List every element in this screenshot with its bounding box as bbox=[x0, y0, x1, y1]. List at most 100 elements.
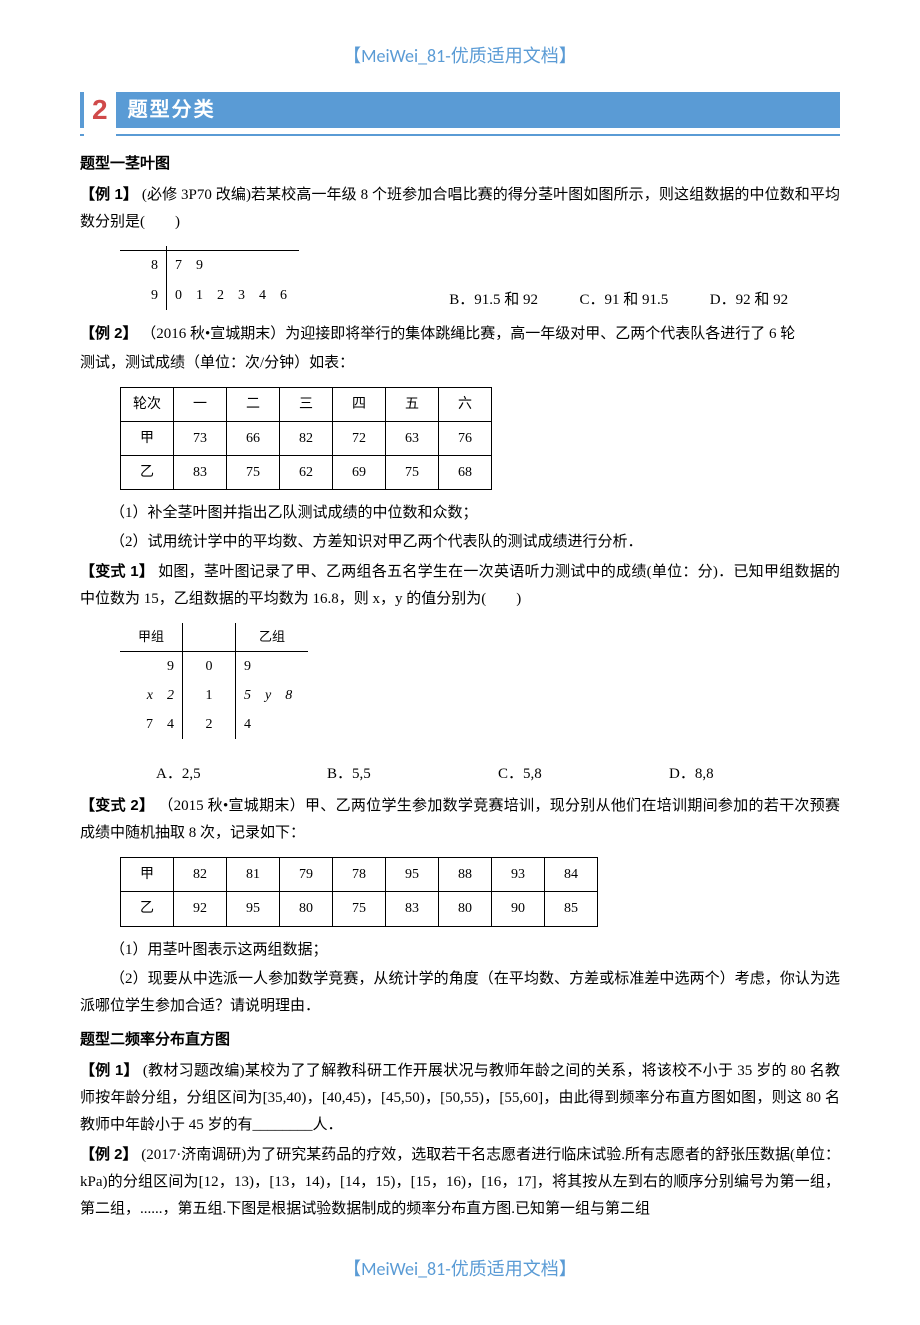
v2r0c2: 81 bbox=[227, 858, 280, 892]
th-5: 五 bbox=[386, 387, 439, 421]
var2-table: 甲 82 81 79 78 95 88 93 84 乙 92 95 80 75 … bbox=[120, 857, 598, 926]
ex1-stemleaf: 87 9 90 1 2 3 4 6 bbox=[120, 246, 299, 309]
var2-body: （2015 秋•宣城期末）甲、乙两位学生参加数学竞赛培训，现分别从他们在培训期间… bbox=[80, 798, 840, 841]
r0c3: 82 bbox=[280, 421, 333, 455]
hdr-left: 甲组 bbox=[120, 623, 183, 651]
header-brand: 【MeiWei_81-优质适用文档】 bbox=[80, 40, 840, 72]
r1c2: 75 bbox=[227, 456, 280, 490]
ex2-q1: （1）补全茎叶图并指出乙队测试成绩的中位数和众数； bbox=[80, 500, 840, 527]
v1-l1: x 2 bbox=[120, 681, 183, 710]
ex1-opt-c: C．91 和 91.5 bbox=[580, 287, 710, 314]
v2r0c5: 95 bbox=[386, 858, 439, 892]
v1-r1: 5 y 8 bbox=[236, 681, 309, 710]
ex1-options: A．91.5 和 91.5 B．91.5 和 92 C．91 和 91.5 D．… bbox=[319, 287, 840, 314]
footer-brand: 【MeiWei_81-优质适用文档】 bbox=[80, 1253, 840, 1285]
th-0: 轮次 bbox=[121, 387, 174, 421]
v1-r2: 4 bbox=[236, 710, 309, 739]
v2r1c3: 80 bbox=[280, 892, 333, 926]
stem-8: 8 bbox=[120, 251, 167, 281]
var1-opt-c: C．5,8 bbox=[498, 761, 669, 788]
banner-underline bbox=[80, 134, 840, 136]
r0c6: 76 bbox=[439, 421, 492, 455]
th-1: 一 bbox=[174, 387, 227, 421]
ex2-tag: 【例 2】 bbox=[80, 325, 138, 342]
t2-ex2-tag: 【例 2】 bbox=[80, 1146, 138, 1163]
topic2-title: 题型二频率分布直方图 bbox=[80, 1026, 840, 1053]
v1-s2: 2 bbox=[183, 710, 236, 739]
ex1-stem-row: 87 9 90 1 2 3 4 6 A．91.5 和 91.5 B．91.5 和… bbox=[80, 238, 840, 317]
t2-ex2-body: (2017·济南调研)为了研究某药品的疗效，选取若干名志愿者进行临床试验.所有志… bbox=[80, 1147, 840, 1217]
v1-l2: 7 4 bbox=[120, 710, 183, 739]
r0c2: 66 bbox=[227, 421, 280, 455]
v2r1c2: 95 bbox=[227, 892, 280, 926]
var2-q2: （2）现要从中选派一人参加数学竞赛，从统计学的角度（在平均数、方差或标准差中选两… bbox=[80, 966, 840, 1020]
ex2-q2: （2）试用统计学中的平均数、方差知识对甲乙两个代表队的测试成绩进行分析． bbox=[80, 529, 840, 556]
th-4: 四 bbox=[333, 387, 386, 421]
ex2-table: 轮次 一 二 三 四 五 六 甲 73 66 82 72 63 76 乙 83 … bbox=[120, 387, 492, 491]
var2-q1: （1）用茎叶图表示这两组数据； bbox=[80, 937, 840, 964]
th-3: 三 bbox=[280, 387, 333, 421]
v1-s0: 0 bbox=[183, 651, 236, 681]
var1-text: 【变式 1】 如图，茎叶图记录了甲、乙两组各五名学生在一次英语听力测试中的成绩(… bbox=[80, 558, 840, 613]
r1c0: 乙 bbox=[121, 456, 174, 490]
var1-stemleaf: 甲组 乙组 9 0 9 x 2 1 5 y 8 7 4 2 4 bbox=[120, 623, 308, 739]
v2r1c5: 83 bbox=[386, 892, 439, 926]
ex1-text: 【例 1】 (必修 3P70 改编)若某校高一年级 8 个班参加合唱比赛的得分茎… bbox=[80, 181, 840, 236]
var1-tag: 【变式 1】 bbox=[80, 563, 154, 580]
hdr-right: 乙组 bbox=[236, 623, 309, 651]
topic1-title: 题型一茎叶图 bbox=[80, 150, 840, 177]
v2r1c6: 80 bbox=[439, 892, 492, 926]
v1-s1: 1 bbox=[183, 681, 236, 710]
r1c3: 62 bbox=[280, 456, 333, 490]
ex1-body: (必修 3P70 改编)若某校高一年级 8 个班参加合唱比赛的得分茎叶图如图所示… bbox=[80, 187, 840, 230]
v2r1c8: 85 bbox=[545, 892, 598, 926]
r0c5: 63 bbox=[386, 421, 439, 455]
v2r1c1: 92 bbox=[174, 892, 227, 926]
v2r1c0: 乙 bbox=[121, 892, 174, 926]
section-num: 2 bbox=[84, 85, 116, 135]
v1-r0: 9 bbox=[236, 651, 309, 681]
var2-tag: 【变式 2】 bbox=[80, 797, 154, 814]
var1-opt-d: D．8,8 bbox=[669, 761, 840, 788]
var1-opt-a: A．2,5 bbox=[156, 761, 327, 788]
ex2-body1: （2016 秋•宣城期末）为迎接即将举行的集体跳绳比赛，高一年级对甲、乙两个代表… bbox=[141, 326, 795, 342]
ex2-line1: 【例 2】 （2016 秋•宣城期末）为迎接即将举行的集体跳绳比赛，高一年级对甲… bbox=[80, 320, 840, 348]
v2r0c7: 93 bbox=[492, 858, 545, 892]
th-6: 六 bbox=[439, 387, 492, 421]
var2-text: 【变式 2】 （2015 秋•宣城期末）甲、乙两位学生参加数学竞赛培训，现分别从… bbox=[80, 792, 840, 847]
v2r1c7: 90 bbox=[492, 892, 545, 926]
var1-options: A．2,5 B．5,5 C．5,8 D．8,8 bbox=[156, 761, 840, 788]
t2-ex2: 【例 2】 (2017·济南调研)为了研究某药品的疗效，选取若干名志愿者进行临床… bbox=[80, 1141, 840, 1223]
section-title: 题型分类 bbox=[128, 92, 216, 128]
ex2-line2: 测试，测试成绩（单位：次/分钟）如表： bbox=[80, 350, 840, 377]
stem-9: 9 bbox=[120, 281, 167, 310]
v1-l0: 9 bbox=[120, 651, 183, 681]
r0c1: 73 bbox=[174, 421, 227, 455]
var1-body: 如图，茎叶图记录了甲、乙两组各五名学生在一次英语听力测试中的成绩(单位：分)．已… bbox=[80, 564, 840, 607]
t2-ex1-body: (教材习题改编)某校为了了解教科研工作开展状况与教师年龄之间的关系，将该校不小于… bbox=[80, 1063, 840, 1133]
r1c5: 75 bbox=[386, 456, 439, 490]
v2r0c0: 甲 bbox=[121, 858, 174, 892]
v2r0c4: 78 bbox=[333, 858, 386, 892]
v2r0c1: 82 bbox=[174, 858, 227, 892]
t2-ex1: 【例 1】 (教材习题改编)某校为了了解教科研工作开展状况与教师年龄之间的关系，… bbox=[80, 1057, 840, 1139]
r0c4: 72 bbox=[333, 421, 386, 455]
r1c6: 68 bbox=[439, 456, 492, 490]
leaf-9: 0 1 2 3 4 6 bbox=[167, 281, 300, 310]
t2-ex1-tag: 【例 1】 bbox=[80, 1062, 139, 1079]
th-2: 二 bbox=[227, 387, 280, 421]
v2r0c8: 84 bbox=[545, 858, 598, 892]
v2r0c3: 79 bbox=[280, 858, 333, 892]
ex1-tag: 【例 1】 bbox=[80, 186, 138, 203]
var1-opt-b: B．5,5 bbox=[327, 761, 498, 788]
leaf-8: 7 9 bbox=[167, 251, 300, 281]
r0c0: 甲 bbox=[121, 421, 174, 455]
v2r0c6: 88 bbox=[439, 858, 492, 892]
r1c4: 69 bbox=[333, 456, 386, 490]
r1c1: 83 bbox=[174, 456, 227, 490]
hdr-mid bbox=[183, 623, 236, 651]
ex1-opt-b: B．91.5 和 92 bbox=[449, 287, 579, 314]
v2r1c4: 75 bbox=[333, 892, 386, 926]
section-banner: 2 题型分类 bbox=[80, 92, 840, 128]
ex1-opt-d: D．92 和 92 bbox=[710, 287, 840, 314]
